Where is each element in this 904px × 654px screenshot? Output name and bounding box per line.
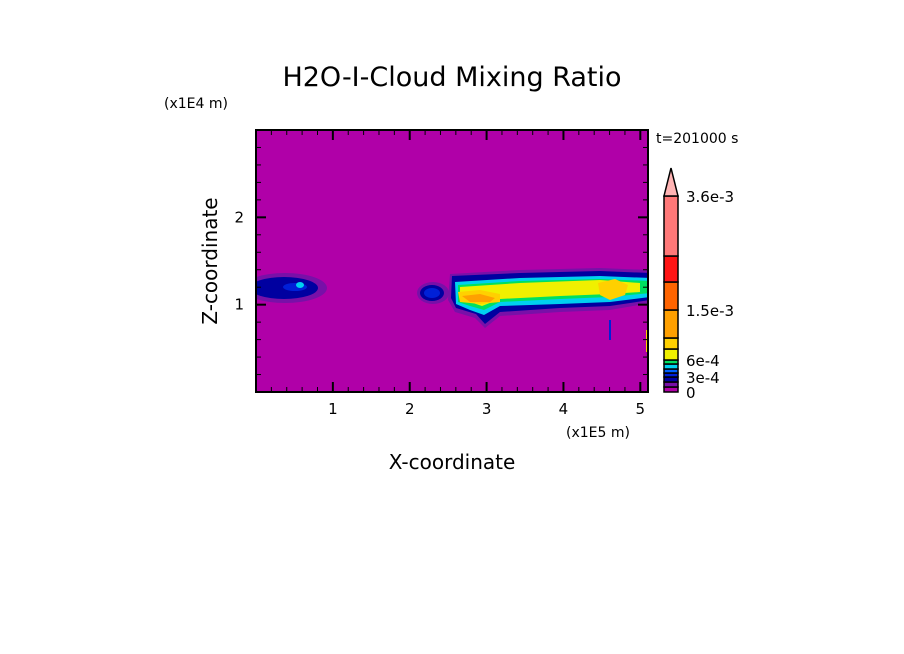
contour-region	[462, 294, 495, 302]
contour-region	[296, 282, 304, 288]
y-axis-label: Z-coordinate	[198, 197, 222, 324]
axes: 1 2 3 4 5 1 2	[234, 129, 649, 418]
colorbar-segment	[663, 195, 679, 257]
colorbar-label: 6e-4	[686, 352, 720, 370]
colorbar-label: 0	[686, 384, 696, 402]
x-tick-label: 1	[328, 400, 338, 418]
colorbar-label: 1.5e-3	[686, 302, 734, 320]
x-tick-label: 4	[559, 400, 569, 418]
colorbar-segment	[663, 348, 679, 361]
contour-region	[609, 320, 611, 340]
colorbar-label: 3.6e-3	[686, 188, 734, 206]
contour-background	[256, 130, 648, 392]
y-tick-label: 1	[234, 296, 244, 314]
y-tick-label: 2	[234, 208, 244, 226]
contour-region	[598, 279, 628, 300]
x-tick-label: 5	[636, 400, 646, 418]
x-scale-label: (x1E5 m)	[566, 425, 630, 441]
colorbar-segment	[663, 255, 679, 283]
x-tick-label: 3	[482, 400, 492, 418]
plot-frame	[255, 129, 649, 393]
x-tick-label: 2	[405, 400, 415, 418]
chart-title: H2O-I-Cloud Mixing Ratio	[282, 62, 621, 93]
colorbar-segment	[663, 281, 679, 311]
plot-area	[256, 130, 648, 392]
contour-fills	[256, 268, 648, 352]
x-axis-label: X-coordinate	[389, 450, 516, 474]
colorbar: 03e-46e-4 1.5e-3 3.6e-3	[663, 167, 734, 402]
y-scale-label: (x1E4 m)	[164, 96, 228, 112]
colorbar-extend-triangle	[663, 167, 679, 197]
colorbar-segment	[663, 337, 679, 350]
colorbar-label: 3e-4	[686, 369, 720, 387]
contour-region	[424, 288, 440, 298]
colorbar-segment	[663, 309, 679, 339]
time-label: t=201000 s	[656, 131, 738, 147]
contour-region	[460, 280, 640, 306]
